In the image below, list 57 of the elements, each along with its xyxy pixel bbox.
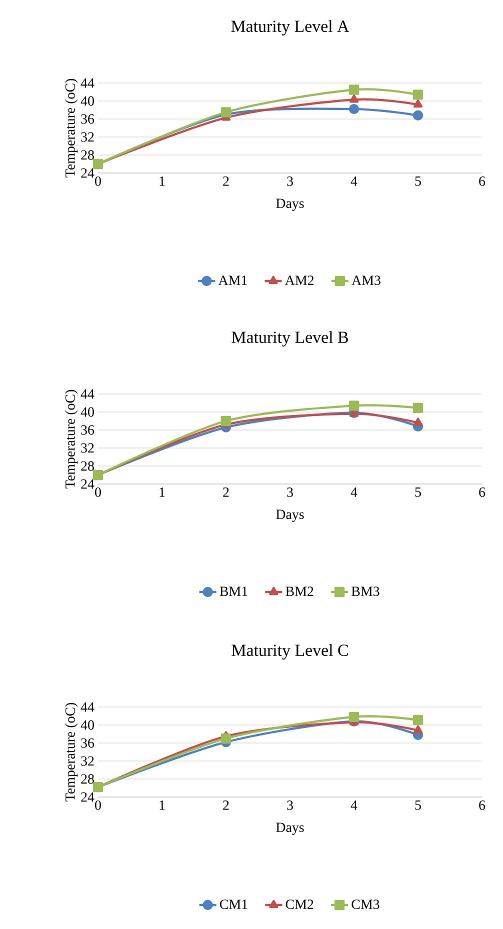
y-tick-label: 32 <box>81 132 94 142</box>
y-tick-label: 40 <box>80 407 94 417</box>
legend-label: CM3 <box>352 900 380 910</box>
x-tick-label: 3 <box>287 176 293 186</box>
x-tick-label: 1 <box>160 488 165 497</box>
y-tick-label: 28 <box>81 150 94 160</box>
y-tick-label: 28 <box>81 774 94 784</box>
x-tick-label: 6 <box>479 800 486 810</box>
y-tick-label: 40 <box>80 720 94 730</box>
x-tick-label: 2 <box>223 488 229 497</box>
x-tick-label: 0 <box>95 488 101 497</box>
y-tick-label: 44 <box>80 702 94 712</box>
x-tick-label: 5 <box>415 488 421 497</box>
legend-label: CM1 <box>220 900 248 910</box>
x-tick-label: 2 <box>223 176 229 186</box>
y-tick-label: 36 <box>81 425 94 435</box>
y-tick-label: 28 <box>81 461 94 471</box>
x-tick-label: 1 <box>160 176 165 186</box>
legend-label: AM1 <box>218 276 247 285</box>
x-tick-label: 4 <box>350 488 358 497</box>
y-tick-label: 24 <box>81 479 94 489</box>
y-tick-label: 32 <box>81 443 94 453</box>
y-tick-label: 24 <box>81 792 94 802</box>
y-tick-label: 32 <box>81 756 94 766</box>
x-axis-title: Days <box>276 510 304 522</box>
chart-title: Maturity Level B <box>232 331 348 346</box>
x-tick-label: 6 <box>479 488 486 497</box>
legend-label: AM2 <box>285 276 314 285</box>
x-tick-label: 5 <box>415 800 421 810</box>
legend-label: BM3 <box>352 586 380 596</box>
y-tick-label: 36 <box>81 738 94 748</box>
x-axis-title: Days <box>276 822 304 835</box>
y-tick-label: 44 <box>80 389 94 399</box>
x-tick-label: 4 <box>350 800 358 810</box>
x-tick-label: 1 <box>160 800 165 810</box>
y-axis-title: Temperature (oC) <box>65 78 78 178</box>
legend-label: BM2 <box>286 586 314 596</box>
y-axis-title: Temperature (oC) <box>65 702 78 802</box>
legend-label: BM1 <box>220 586 248 596</box>
legend-label: AM3 <box>352 276 380 286</box>
x-tick-label: 4 <box>350 176 358 186</box>
chart-title: Maturity Level C <box>232 644 348 660</box>
x-tick-label: 0 <box>95 800 101 810</box>
x-tick-label: 3 <box>287 488 293 497</box>
x-tick-label: 0 <box>95 176 101 186</box>
y-tick-label: 44 <box>80 78 94 88</box>
y-axis-title: Temperature (oC) <box>65 390 78 488</box>
y-tick-label: 24 <box>81 168 94 178</box>
y-tick-label: 40 <box>80 96 94 106</box>
x-axis-title: Days <box>276 198 304 211</box>
x-tick-label: 6 <box>479 176 486 186</box>
x-tick-label: 2 <box>223 800 229 810</box>
legend-label: CM2 <box>286 900 314 910</box>
x-tick-label: 5 <box>415 176 421 186</box>
y-tick-label: 36 <box>81 114 94 124</box>
chart-title: Maturity Level A <box>231 20 350 36</box>
x-tick-label: 3 <box>287 800 293 810</box>
